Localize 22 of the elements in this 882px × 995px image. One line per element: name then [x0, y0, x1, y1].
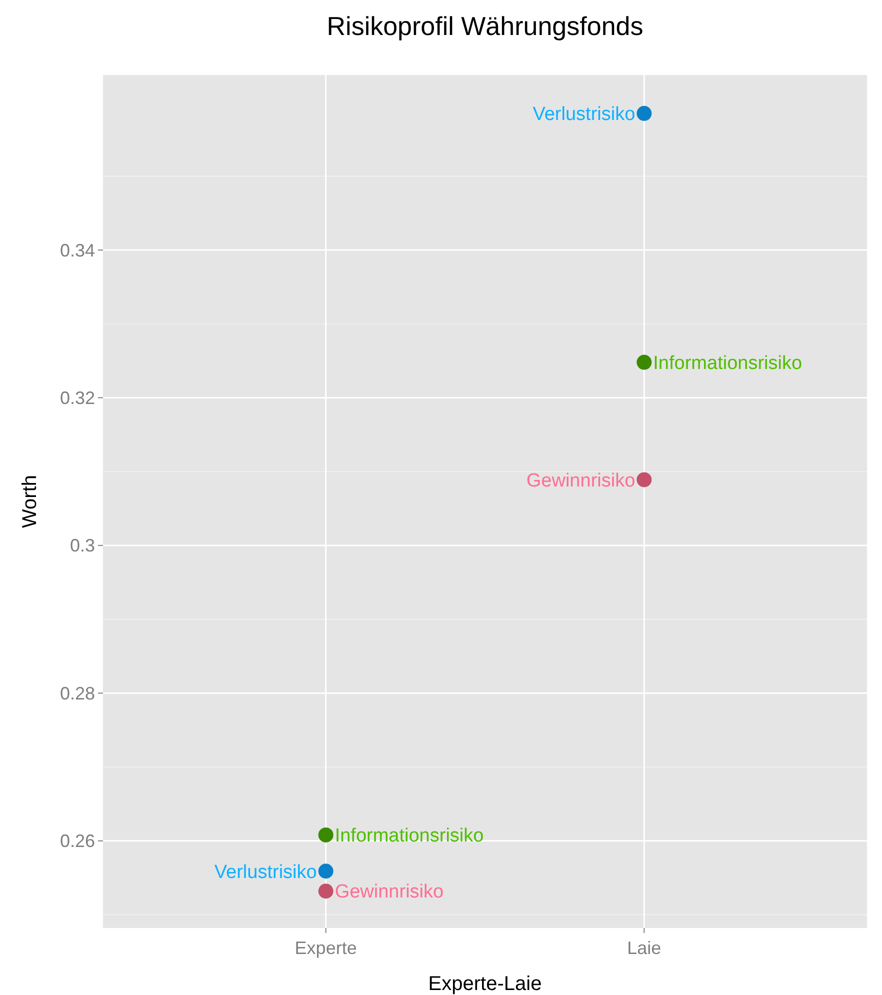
x-tick-label: Laie	[627, 938, 662, 958]
y-tick-label: 0.3	[70, 536, 95, 556]
point	[636, 354, 652, 370]
x-tick-label: Experte	[294, 938, 357, 958]
y-tick-label: 0.28	[60, 683, 95, 704]
y-tick-label: 0.26	[60, 831, 95, 852]
point	[636, 106, 652, 121]
y-tick-label: 0.34	[60, 240, 95, 260]
point	[318, 884, 334, 899]
text: Verlustrisiko	[532, 104, 636, 126]
point	[636, 472, 652, 488]
point	[318, 864, 334, 879]
series-label: Informationsrisiko	[653, 352, 802, 374]
point	[318, 827, 334, 842]
series-label: Verlustrisiko	[214, 862, 317, 883]
text: Gewinnrisiko	[526, 470, 636, 492]
y-axis-title: Worth	[19, 475, 41, 528]
text: Informationsrisiko	[334, 826, 484, 847]
chart-title: Risikoprofil Währungsfonds	[326, 11, 644, 41]
y-tick-label: 0.32	[60, 388, 95, 408]
series-label: Gewinnrisiko	[334, 882, 444, 903]
x-axis-title: Experte-Laie	[428, 973, 542, 995]
